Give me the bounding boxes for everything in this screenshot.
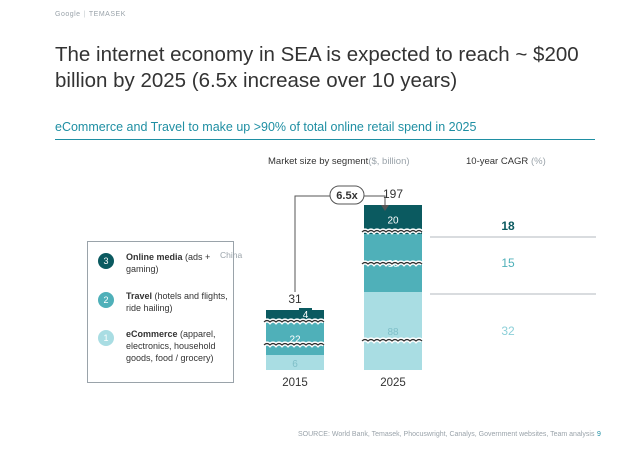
subtitle-rule (55, 139, 595, 140)
axis-break-2025-low (361, 338, 423, 342)
legend-rest-ecommerce: (apparel, electronics, household goods, … (126, 329, 216, 363)
brand-temasek: TEMASEK (88, 11, 126, 18)
legend-bold-ecommerce: eCommerce (126, 329, 178, 339)
brand-separator: | (83, 11, 86, 18)
bar-2015-travel (266, 322, 324, 355)
legend-text-ecommerce: eCommerce (apparel, electronics, househo… (126, 328, 228, 364)
cagr-value-online-media: 18 (501, 219, 515, 233)
axis-break-2015-upper (263, 319, 325, 323)
legend: 3 Online media (ads + gaming) 2 Travel (… (87, 241, 234, 383)
legend-bold-online-media: Online media (126, 252, 183, 262)
label-box-2015-online-media (299, 308, 312, 321)
market-size-unit: ($, billion) (368, 156, 410, 167)
legend-text-online-media: Online media (ads + gaming) (126, 251, 228, 275)
legend-text-travel: Travel (hotels and flights, ride hailing… (126, 290, 228, 314)
legend-rest-online-media: (ads + gaming) (126, 252, 211, 274)
x-tick-2015: 2015 (282, 377, 308, 389)
data-label-2025-ecommerce: 88 (387, 327, 399, 338)
brand-google: Google (55, 11, 81, 18)
multiplier-label: 6.5x (336, 190, 358, 202)
page-number: 9 (597, 431, 601, 438)
data-label-2015-ecommerce: 6 (292, 359, 298, 370)
total-label-2015: 31 (288, 292, 302, 306)
market-size-label: Market size by segment (268, 156, 369, 167)
bar-2025-ecommerce (364, 292, 422, 370)
axis-break-2015-lower (263, 342, 325, 346)
market-size-header: Market size by segment($, billion) (268, 156, 410, 167)
data-label-2015-travel: 22 (289, 335, 301, 346)
cagr-value-ecommerce: 32 (501, 324, 515, 338)
data-label-2025-online-media: 20 (387, 216, 399, 227)
legend-badge-3: 3 (98, 253, 114, 269)
legend-bold-travel: Travel (126, 291, 153, 301)
source-note: SOURCE: World Bank, Temasek, Phocuswrigh… (298, 431, 595, 438)
legend-badge-2: 2 (98, 292, 114, 308)
axis-break-2025-mid (361, 261, 423, 265)
axis-break-2025-top (361, 229, 423, 233)
china-label: China (220, 250, 243, 260)
cagr-label: 10-year CAGR (466, 156, 529, 167)
cagr-value-travel: 15 (501, 256, 515, 270)
multiplier-badge (329, 185, 365, 205)
page-subtitle: eCommerce and Travel to make up >90% of … (55, 120, 477, 134)
page-title: The internet economy in SEA is expected … (55, 43, 579, 92)
bar-2015-ecommerce (266, 355, 324, 370)
legend-badge-1: 1 (98, 330, 114, 346)
total-label-2025: 197 (383, 187, 403, 201)
legend-rest-travel: (hotels and flights, ride hailing) (126, 291, 228, 313)
header-brand: Google | TEMASEK (55, 11, 126, 18)
cagr-unit: (%) (530, 156, 546, 167)
data-label-2015-online-media: 4 (303, 310, 309, 321)
x-tick-2025: 2025 (380, 377, 406, 389)
growth-arrowhead (381, 205, 389, 211)
cagr-header: 10-year CAGR (%) (466, 156, 546, 167)
